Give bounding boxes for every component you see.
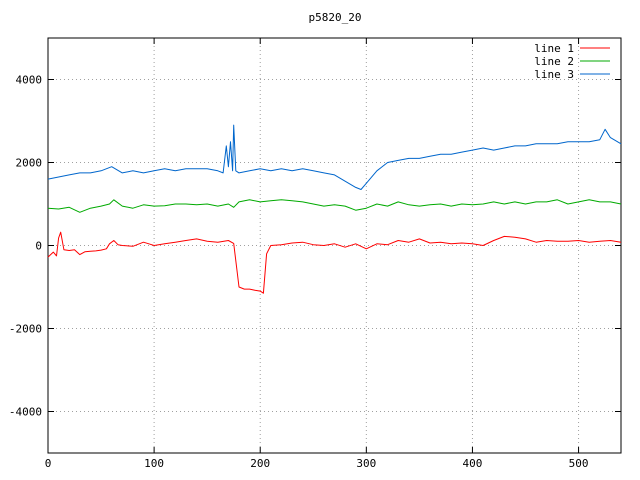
series-line-1 xyxy=(47,231,622,294)
x-tick-label: 100 xyxy=(144,457,164,470)
y-tick-label: 2000 xyxy=(16,157,43,170)
series-line-2 xyxy=(47,199,622,213)
x-tick-label: 200 xyxy=(250,457,270,470)
x-tick-label: 500 xyxy=(569,457,589,470)
chart-title: p5820_20 xyxy=(309,11,362,24)
axis-ticks: 0 100 200 300 400 500 -4000 -2000 0 2000 4000 xyxy=(9,38,621,470)
legend-label-3: line 3 xyxy=(534,68,574,81)
y-tick-label: 0 xyxy=(35,240,42,253)
legend-label-1: line 1 xyxy=(534,42,574,55)
series-lines xyxy=(47,124,622,294)
x-tick-label: 400 xyxy=(463,457,483,470)
legend-label-2: line 2 xyxy=(534,55,574,68)
y-tick-label: -4000 xyxy=(9,406,42,419)
y-tick-label: -2000 xyxy=(9,323,42,336)
x-tick-label: 0 xyxy=(45,457,52,470)
y-tick-label: 4000 xyxy=(16,74,43,87)
series-line-3 xyxy=(47,124,622,190)
x-tick-label: 300 xyxy=(356,457,376,470)
